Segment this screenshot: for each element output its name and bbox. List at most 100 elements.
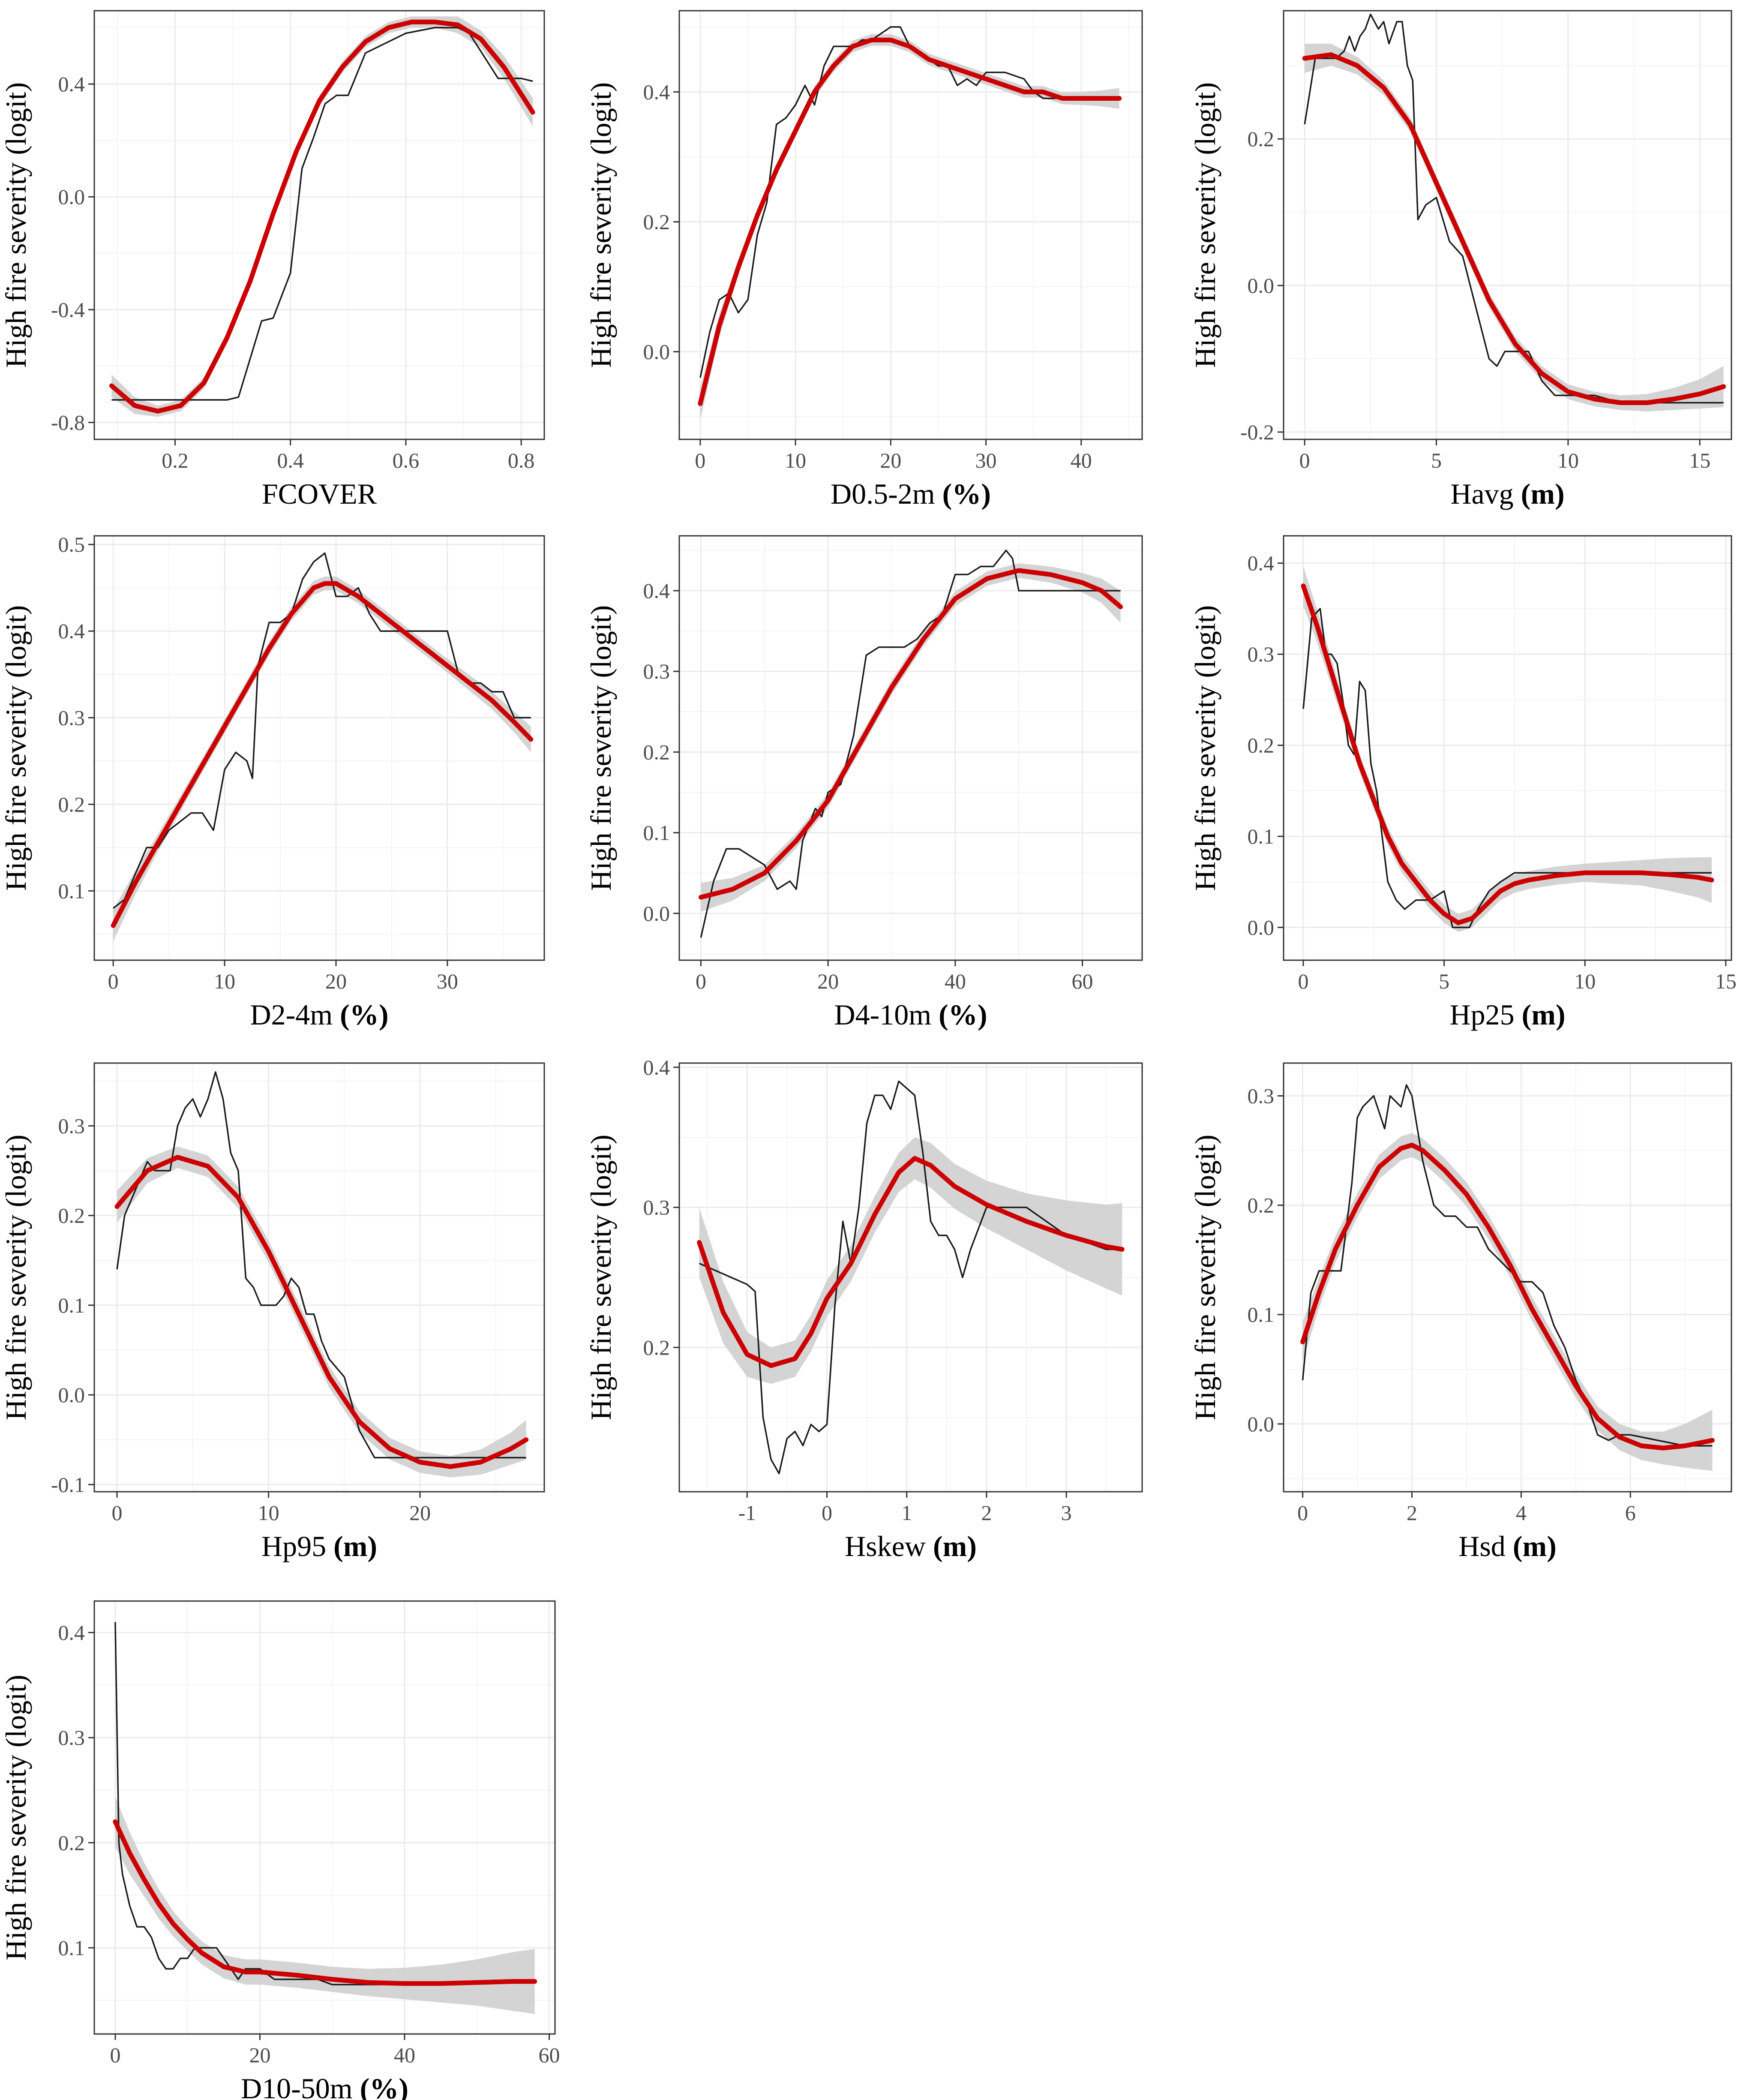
fit-line [109,19,535,414]
y-tick-label: -0.4 [51,297,85,321]
y-tick-label: 0.0 [1248,1412,1275,1436]
panel-border [1283,1062,1732,1493]
fit-line [1302,52,1726,405]
y-tick-label: 0.1 [58,879,85,903]
x-axis-variable: D4-10m [834,998,932,1031]
y-tick-label: 0.3 [1248,642,1275,666]
x-tick-label: 20 [409,1501,431,1525]
x-axis-title: Hsd (m) [1458,1530,1557,1562]
plot-background [679,11,1142,439]
fit-line [114,1155,529,1469]
confidence-band [1302,1133,1713,1471]
y-tick-label: 0.0 [58,1383,85,1407]
x-tick-label: 30 [975,448,997,472]
x-axis-unit: (%) [935,478,991,510]
x-tick-label: 40 [945,969,966,993]
x-axis-unit: (m) [926,1530,977,1562]
y-tick-label: 0.1 [58,1936,85,1960]
chart-panel-hp95: 0 10 20 -0.1 0.0 0.1 0.2 0.3 Hp95 (m) High fire s… [0,1062,545,1562]
x-axis-variable: D0.5-2m [831,478,935,510]
plot-background [94,536,544,960]
y-tick-label: 0.2 [1248,733,1275,757]
x-tick-label: 15 [1715,969,1737,993]
x-axis-title: Havg (m) [1450,478,1564,510]
panel-border [93,10,545,440]
y-axis-title: High fire severity (logit) [1189,1135,1221,1421]
x-tick-label: 3 [1061,1501,1072,1525]
y-tick-label: 0.4 [58,1621,85,1645]
x-tick-label: 1 [901,1501,912,1525]
x-axis-variable: Havg [1450,478,1513,510]
y-axis-title: High fire severity (logit) [585,82,617,368]
observed-line [116,1071,526,1459]
x-axis-title: D10-50m (%) [241,2072,408,2100]
x-tick-label: 2 [1407,1501,1417,1525]
plot-area [697,1080,1125,1475]
x-tick-label: 20 [880,448,901,472]
panel-border [93,535,545,961]
x-axis-variable: D10-50m [241,2072,353,2100]
y-tick-label: 0.4 [58,72,85,96]
fit-line [697,1156,1125,1368]
x-axis-title: Hp25 (m) [1449,998,1565,1031]
fit-line [1300,1142,1715,1451]
plot-area [698,550,1123,938]
x-axis-unit: (m) [1515,998,1566,1031]
x-tick-label: 0 [822,1501,832,1525]
x-tick-label: 0 [1299,448,1310,472]
y-axis-title: High fire severity (logit) [585,1135,617,1421]
y-tick-label: 0.1 [1248,1303,1275,1327]
y-tick-label: 0.1 [1248,824,1275,848]
x-tick-label: 0.6 [393,448,420,472]
x-tick-label: 10 [1557,448,1579,472]
fit-line [1301,583,1714,925]
x-tick-label: 0.8 [508,448,535,472]
y-tick-label: 0.5 [58,532,85,556]
panel-border [93,1062,545,1493]
x-tick-label: -1 [738,1501,756,1525]
x-axis-unit: (m) [326,1530,377,1562]
y-tick-label: -0.2 [1240,420,1274,444]
chart-panel-hskew: -1 0 1 2 3 0.2 0.3 0.4 Hskew (m) High fire severi… [585,1055,1143,1562]
panel-border [1283,535,1732,961]
chart-panel-d2_4m: 0 10 20 30 0.1 0.2 0.3 0.4 0.5 D2-4m (%) High fire… [0,532,545,1031]
y-axis-title: High fire severity (logit) [0,1675,32,1961]
y-tick-label: 0.3 [58,1726,85,1750]
observed-line [700,550,1121,938]
x-tick-label: 20 [249,2043,270,2067]
x-axis-title: Hskew (m) [845,1530,977,1562]
chart-panel-havg: 0 5 10 15 -0.2 0.0 0.2 Havg (m) High fire severi… [1189,10,1732,510]
panel-border [93,1600,556,2035]
y-tick-label: 0.3 [58,1114,85,1138]
fit-line [113,1819,537,1986]
y-axis-title: High fire severity (logit) [0,605,32,891]
x-axis-variable: Hsd [1458,1530,1506,1562]
y-tick-label: 0.2 [1248,127,1275,151]
y-tick-label: 0.2 [1248,1193,1275,1217]
x-tick-label: 40 [1071,448,1092,472]
y-tick-label: 0.1 [643,821,670,845]
y-axis-title: High fire severity (logit) [585,605,617,891]
plot-area [1301,566,1714,932]
x-tick-label: 10 [785,448,806,472]
x-tick-label: 60 [538,2043,560,2067]
plot-background [94,1063,544,1492]
y-tick-label: 0.4 [643,1055,670,1079]
y-axis-title: High fire severity (logit) [1189,605,1221,891]
x-axis-title: D2-4m (%) [250,998,389,1031]
fit-line [698,37,1122,406]
x-tick-label: 60 [1072,969,1093,993]
x-tick-label: 10 [214,969,235,993]
plot-area [113,1622,537,2014]
y-axis-title: High fire severity (logit) [0,82,32,368]
chart-panel-hsd: 0 2 4 6 0.0 0.1 0.2 0.3 Hsd (m) High fire severit… [1189,1062,1732,1562]
x-tick-label: 5 [1439,969,1449,993]
y-tick-label: 0.0 [58,185,85,209]
y-tick-label: 0.3 [1248,1084,1275,1108]
x-tick-label: 0 [1297,1501,1308,1525]
chart-panel-d10_50m: 0 20 40 60 0.1 0.2 0.3 0.4 D10-50m (%) High fire … [0,1600,560,2100]
confidence-band [701,563,1121,912]
x-tick-label: 20 [817,969,839,993]
plot-background [679,536,1142,960]
panel-border [1283,10,1732,440]
